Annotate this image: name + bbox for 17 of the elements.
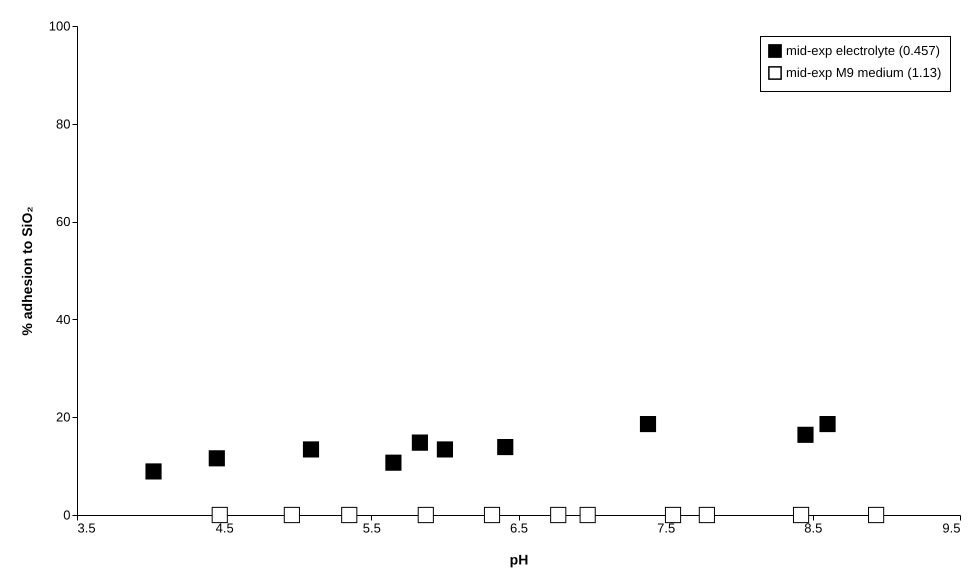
x-tick-label: 3.5 bbox=[78, 520, 96, 536]
x-tick-label: 9.5 bbox=[942, 520, 960, 536]
y-tick-label: 60 bbox=[56, 214, 70, 230]
x-tick-label: 5.5 bbox=[362, 520, 381, 536]
y-axis-title: % adhesion to SiO₂ bbox=[18, 206, 35, 336]
x-tick-label: 6.5 bbox=[510, 520, 528, 536]
x-tick-label: 4.5 bbox=[216, 520, 234, 536]
x-tick-label: 7.5 bbox=[657, 520, 676, 536]
y-tick-label: 100 bbox=[48, 18, 70, 34]
x-axis-title: pH bbox=[510, 552, 528, 568]
y-tick-label: 20 bbox=[56, 410, 70, 425]
y-tick-label: 0 bbox=[63, 508, 70, 522]
x-tick-label: 8.5 bbox=[804, 520, 822, 536]
legend-label: mid-exp M9 medium (1.13) bbox=[786, 65, 942, 80]
y-tick-label: 40 bbox=[56, 312, 70, 327]
legend-label: mid-exp electrolyte (0.457) bbox=[786, 43, 940, 58]
y-tick-label: 80 bbox=[56, 116, 70, 132]
